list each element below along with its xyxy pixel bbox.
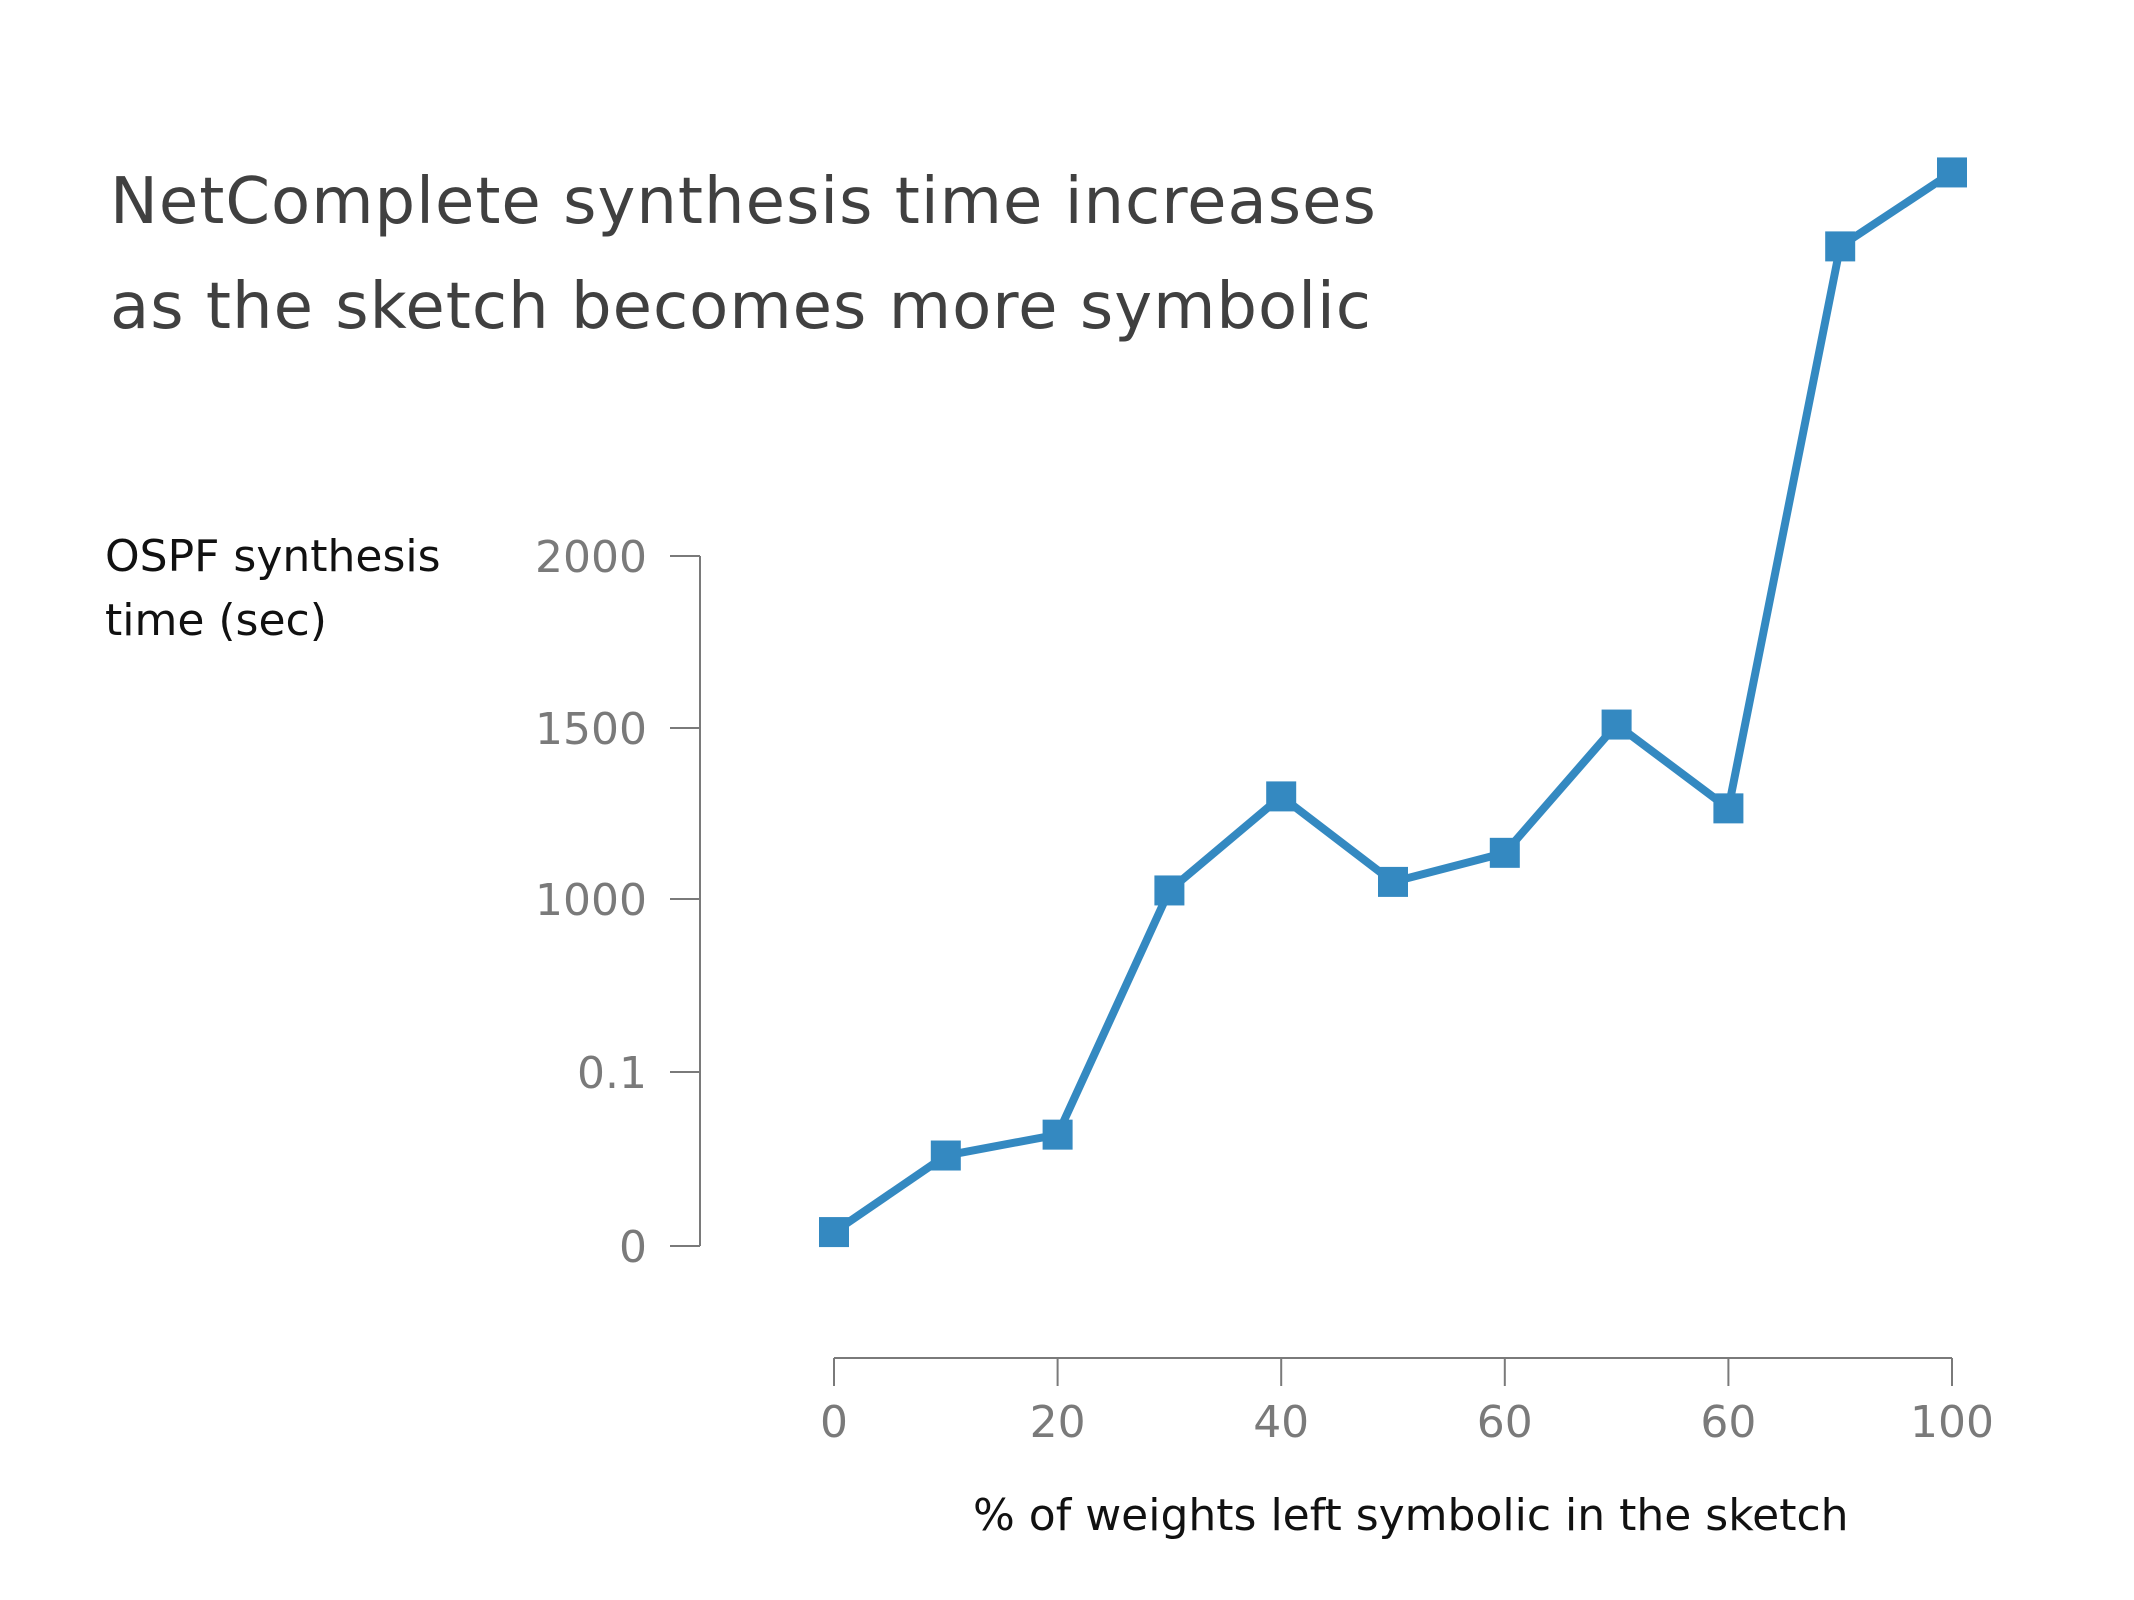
data-point-marker xyxy=(1378,866,1408,897)
x-tick-label: 100 xyxy=(1910,1397,1994,1448)
data-point-marker xyxy=(1154,875,1185,906)
y-axis-label-line-2: time (sec) xyxy=(105,595,327,646)
x-tick-label: 60 xyxy=(1700,1397,1756,1448)
chart-title: NetComplete synthesis time increases as … xyxy=(110,150,1377,360)
data-point-marker xyxy=(1601,709,1632,740)
y-tick-label: 1000 xyxy=(535,875,647,926)
y-axis: 0 0.1 1000 1500 2000 xyxy=(535,532,701,1273)
x-tick-label: 40 xyxy=(1253,1397,1309,1448)
data-point-marker xyxy=(1713,793,1744,824)
data-point-marker xyxy=(819,1217,849,1248)
chart-title-line-1: NetComplete synthesis time increases xyxy=(110,165,1377,239)
data-series xyxy=(819,157,1967,1248)
series-line xyxy=(831,169,1955,1236)
y-tick-label: 0.1 xyxy=(577,1048,647,1099)
data-point-marker xyxy=(1825,231,1856,262)
x-axis-label: % of weights left symbolic in the sketch xyxy=(973,1490,1849,1541)
y-axis-label-line-1: OSPF synthesis xyxy=(105,531,441,582)
data-point-marker xyxy=(1266,781,1297,812)
x-tick-label: 0 xyxy=(820,1397,848,1448)
x-tick-label: 20 xyxy=(1030,1397,1086,1448)
data-point-marker xyxy=(1937,157,1967,188)
y-tick-label: 2000 xyxy=(535,532,647,583)
data-point-marker xyxy=(1042,1119,1073,1150)
y-tick-label: 1500 xyxy=(535,704,647,755)
chart-title-line-2: as the sketch becomes more symbolic xyxy=(110,270,1372,344)
y-tick-label: 0 xyxy=(619,1222,647,1273)
x-axis: 0 20 40 60 60 100 xyxy=(820,1357,1994,1448)
data-point-marker xyxy=(930,1140,961,1171)
x-tick-label: 60 xyxy=(1477,1397,1533,1448)
data-point-marker xyxy=(1489,837,1520,868)
y-axis-label: OSPF synthesis time (sec) xyxy=(105,525,441,653)
